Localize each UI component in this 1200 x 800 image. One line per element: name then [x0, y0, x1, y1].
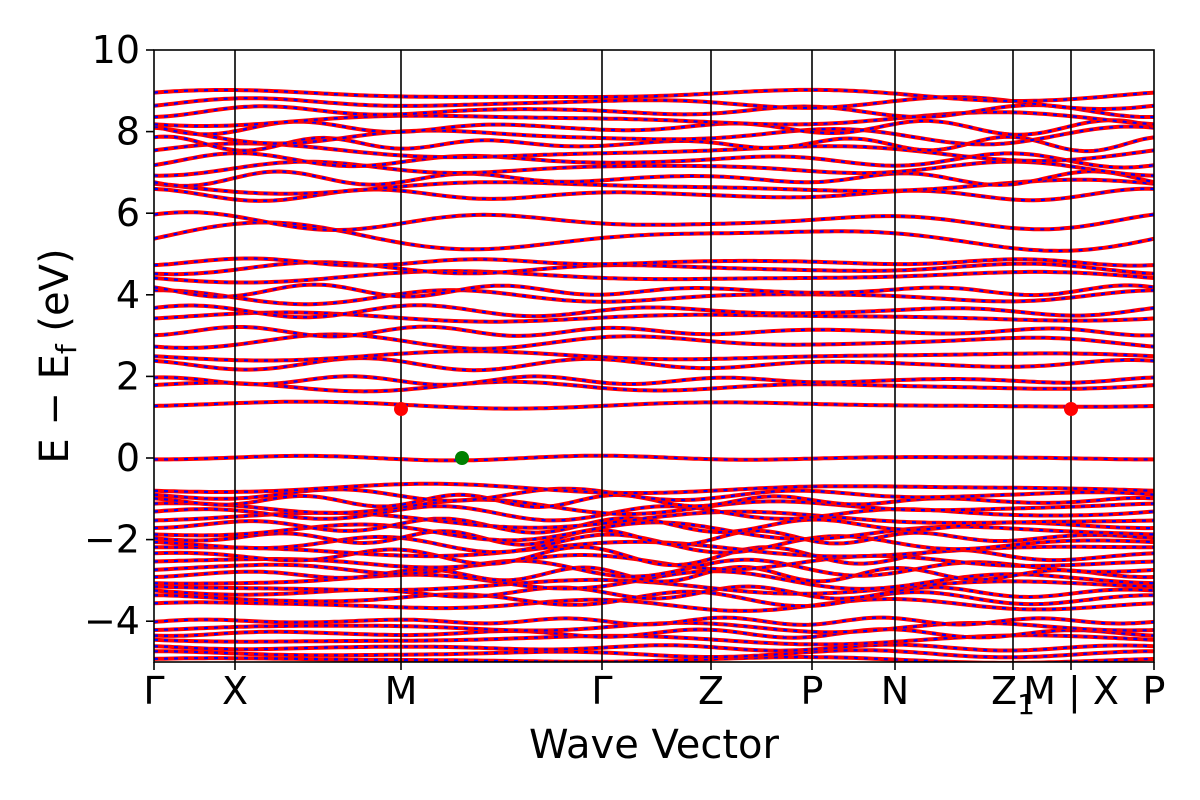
extrema-markers	[394, 402, 1078, 465]
band-spin-down	[154, 628, 1154, 639]
band-spin-down	[154, 655, 1154, 662]
band-spin-down	[154, 487, 1154, 502]
x-tick-label: X	[222, 669, 248, 713]
band-spin-down	[154, 104, 1154, 119]
y-tick-label: 0	[116, 436, 140, 480]
band-spin-down	[154, 643, 1154, 652]
plot-frame	[153, 49, 1155, 663]
band-spin-down	[154, 498, 1154, 516]
band-spin-down	[154, 311, 1154, 323]
y-axis-label-units: (eV)	[32, 248, 78, 344]
band-spin-down	[154, 261, 1154, 276]
band-spin-down	[154, 597, 1154, 612]
x-tick-label: Z1	[991, 669, 1035, 721]
y-axis-label-subscript: f	[50, 343, 83, 354]
band-spin-down	[154, 125, 1154, 146]
x-tick-label: P	[801, 669, 824, 713]
band-spin-down	[154, 357, 1154, 372]
x-tick-label: P	[1143, 669, 1166, 713]
band-spin-down	[154, 565, 1154, 583]
band-spin-down	[154, 375, 1154, 386]
band-spin-down	[154, 142, 1154, 162]
band-spin-down	[154, 289, 1154, 306]
band-spin-down	[154, 454, 1154, 462]
band-spin-down	[154, 493, 1154, 509]
band-spin-down	[154, 211, 1154, 232]
band-spin-down	[154, 135, 1154, 153]
x-tick-label: M	[385, 669, 418, 713]
x-axis-ticks: Γ X M Γ Z P N Z1M | X P	[143, 662, 1165, 721]
band-spin-down	[154, 160, 1154, 177]
x-tick-label: Γ	[591, 669, 612, 713]
band-spin-down	[154, 333, 1154, 350]
band-spin-down	[154, 400, 1154, 410]
kpoint-lines	[234, 50, 1072, 662]
y-tick-label: 4	[116, 273, 140, 317]
x-tick-label: M | X	[1023, 669, 1119, 714]
band-spin-down	[154, 187, 1154, 203]
band-spin-down	[154, 111, 1154, 128]
band-spin-up	[154, 220, 1154, 253]
x-tick-label: N	[881, 669, 909, 713]
x-tick-label: Z	[698, 669, 724, 713]
band-spin-up	[154, 528, 1154, 547]
x-axis-label: Wave Vector	[529, 722, 780, 768]
band-spin-down	[154, 585, 1154, 600]
band-spin-down	[154, 304, 1154, 319]
band-spin-down	[154, 558, 1154, 578]
band-spin-down	[154, 505, 1154, 522]
band-spin-down	[154, 533, 1154, 554]
band-spin-up	[154, 282, 1154, 299]
y-axis-label-main: E − E	[32, 354, 78, 464]
band-lines	[154, 87, 1154, 662]
band-spin-down	[154, 325, 1154, 338]
band-spin-down	[154, 510, 1154, 529]
band-spin-down	[154, 649, 1154, 659]
band-spin-down	[154, 482, 1154, 495]
band-spin-down	[154, 96, 1154, 111]
y-tick-label: 6	[116, 191, 140, 235]
band-spin-down	[154, 88, 1154, 103]
band-spin-down	[154, 616, 1154, 627]
y-tick-label: 2	[116, 354, 140, 398]
x-tick-label-subscript: 1	[1017, 688, 1035, 721]
band-spin-down	[154, 380, 1154, 393]
band-spin-down	[154, 257, 1154, 267]
y-tick-label: −2	[84, 518, 140, 562]
band-spin-down	[154, 570, 1154, 590]
band-spin-down	[154, 350, 1154, 362]
y-axis-ticks: −4 −2 0 2 4 6 8 10	[84, 28, 154, 643]
y-tick-label: 10	[92, 28, 140, 72]
y-tick-label: 8	[116, 110, 140, 154]
vbm-marker	[455, 451, 469, 465]
band-spin-down	[154, 590, 1154, 608]
band-spin-down	[154, 119, 1154, 136]
band-spin-up	[154, 169, 1154, 188]
cbm-marker-2	[1064, 402, 1078, 417]
y-axis-label: E − Ef (eV)	[32, 248, 83, 463]
x-tick-label: Γ	[143, 669, 164, 713]
band-spin-down	[154, 178, 1154, 195]
band-spin-down	[154, 270, 1154, 284]
y-tick-label: −4	[84, 599, 140, 643]
band-spin-down	[154, 151, 1154, 169]
band-spin-up	[154, 544, 1154, 568]
cbm-marker-1	[394, 402, 408, 417]
